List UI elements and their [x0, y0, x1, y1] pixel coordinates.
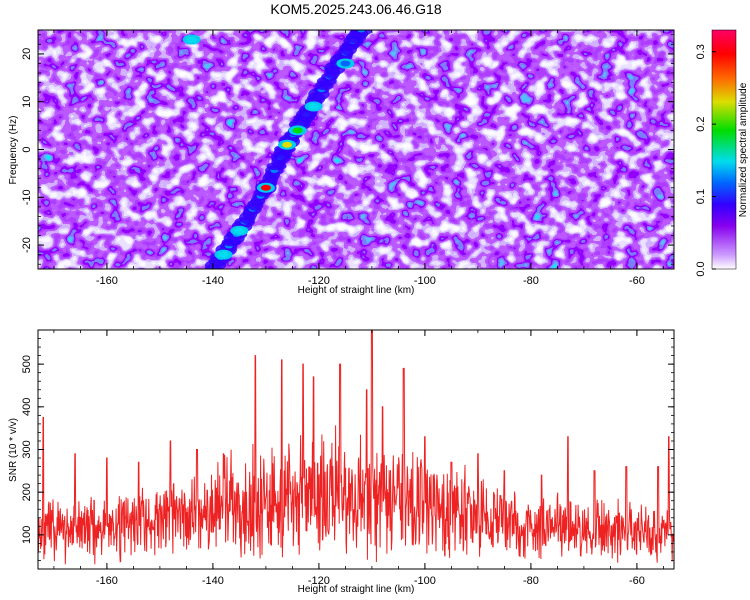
ridge-layer — [182, 30, 373, 269]
snr-series-line — [38, 330, 674, 565]
colorbar-ticks: 0.0 0.1 0.2 0.3 — [695, 44, 716, 277]
snr-x-tick-label: -100 — [414, 575, 436, 587]
colorbar-tick-label: 0.1 — [695, 189, 707, 204]
colorbar-tick-label: 0.0 — [695, 261, 707, 276]
snr-axes: -160 -140 -120 -100 -80 -60 100 200 300 400 500 — [21, 329, 674, 587]
figure-title: KOM5.2025.243.06.46.G18 — [270, 1, 441, 17]
heatmap-x-tick-label: -100 — [414, 275, 436, 287]
colorbar: 0.0 0.1 0.2 0.3 Normalized spectral amplitu… — [695, 29, 749, 277]
heatmap-y-tick-label: -10 — [21, 189, 33, 205]
ridge-core — [357, 30, 366, 33]
heatmap-x-tick-label: -80 — [523, 275, 539, 287]
heatmap-x-axis-label: Height of straight line (km) — [298, 285, 415, 296]
ridge-blob — [350, 30, 373, 37]
colorbar-frame — [711, 29, 737, 270]
heatmap-y-axis-label: Frequency (Hz) — [8, 116, 19, 185]
snr-y-axis-label: SNR (10 * v/v) — [8, 418, 19, 482]
heatmap-x-tick-label: -140 — [202, 275, 224, 287]
colorbar-tick-label: 0.3 — [695, 44, 707, 59]
colorbar-label: Normalized spectral amplitude — [738, 82, 749, 217]
snr-x-axis-label: Height of straight line (km) — [298, 584, 415, 595]
snr-x-tick-label: -80 — [523, 575, 539, 587]
hotspot — [340, 60, 351, 67]
heatmap-x-tick-label: -120 — [308, 275, 330, 287]
hotspot — [308, 103, 319, 110]
heatmap-texture — [38, 30, 674, 269]
snr-panel: -160 -140 -120 -100 -80 -60 100 200 300 400 500 He… — [8, 329, 675, 595]
colorbar-tick-label: 0.2 — [695, 117, 707, 132]
snr-x-tick-label: -120 — [308, 575, 330, 587]
heatmap-x-tick-label: -160 — [96, 275, 118, 287]
snr-y-tick-label: 500 — [21, 355, 33, 373]
snr-y-tick-label: 200 — [21, 483, 33, 501]
heatmap-y-tick-label: 20 — [21, 48, 33, 60]
hotspot — [260, 184, 271, 191]
heatmap-y-tick-label: 10 — [21, 96, 33, 108]
colorbar-gradient — [712, 30, 736, 269]
heatmap-y-tick-label: 0 — [21, 146, 33, 152]
hotspot — [218, 251, 229, 258]
snr-x-tick-label: -160 — [96, 575, 118, 587]
snr-x-tick-label: -60 — [629, 575, 645, 587]
snr-y-tick-label: 300 — [21, 440, 33, 458]
heatmap-x-tick-label: -60 — [629, 275, 645, 287]
hotspot — [234, 227, 245, 234]
hotspot — [282, 141, 293, 148]
heatmap-y-tick-label: -20 — [21, 237, 33, 253]
snr-y-tick-label: 400 — [21, 398, 33, 416]
hotspot — [186, 36, 197, 43]
snr-x-tick-label: -140 — [202, 575, 224, 587]
hotspot — [292, 127, 303, 134]
snr-y-tick-label: 100 — [21, 526, 33, 544]
